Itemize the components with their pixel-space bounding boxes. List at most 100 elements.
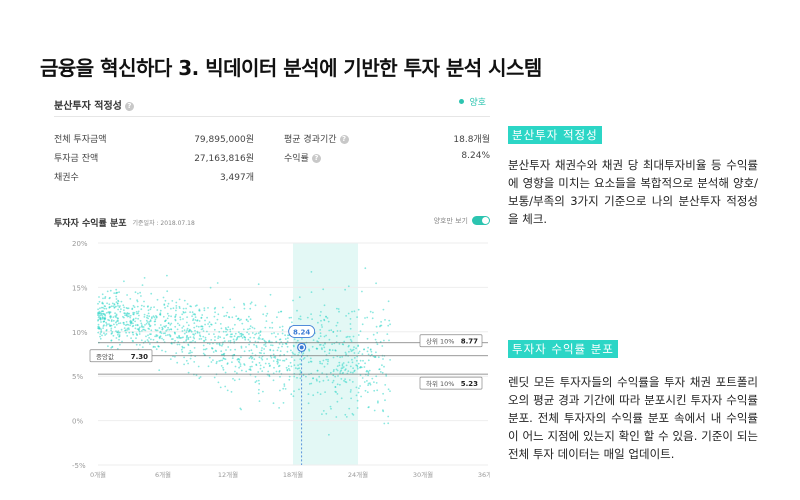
scatter-point xyxy=(377,400,379,403)
scatter-point xyxy=(113,303,116,305)
scatter-point xyxy=(308,349,311,352)
scatter-point xyxy=(166,334,169,336)
scatter-point xyxy=(106,323,108,326)
question-circle-icon[interactable]: ? xyxy=(311,154,321,163)
scatter-point xyxy=(182,325,185,328)
scatter-point xyxy=(111,302,114,305)
scatter-point xyxy=(263,344,265,346)
scatter-point xyxy=(238,331,240,334)
scatter-point xyxy=(228,316,230,318)
scatter-point xyxy=(109,289,112,292)
scatter-point xyxy=(353,310,356,313)
scatter-point xyxy=(323,319,326,322)
scatter-point xyxy=(200,328,203,331)
scatter-point xyxy=(290,316,292,319)
scatter-point xyxy=(192,318,195,320)
scatter-point xyxy=(105,307,108,310)
scatter-point xyxy=(132,313,135,316)
scatter-point xyxy=(253,343,256,346)
scatter-point xyxy=(262,313,265,316)
scatter-point xyxy=(141,346,144,348)
scatter-point xyxy=(278,343,281,345)
scatter-point xyxy=(263,352,265,355)
scatter-point xyxy=(176,343,179,346)
scatter-point xyxy=(387,300,390,303)
scatter-point xyxy=(105,312,108,314)
scatter-point xyxy=(159,313,161,316)
scatter-point xyxy=(339,330,342,332)
scatter-point xyxy=(229,328,232,331)
scatter-point xyxy=(279,375,281,378)
scatter-point xyxy=(332,379,335,382)
scatter-point xyxy=(174,339,176,342)
scatter-point xyxy=(208,343,211,345)
scatter-point xyxy=(298,367,300,370)
scatter-point xyxy=(316,391,319,394)
question-circle-icon[interactable]: ? xyxy=(339,135,349,144)
scatter-point xyxy=(258,382,261,385)
scatter-point xyxy=(135,310,138,313)
scatter-point xyxy=(296,309,298,312)
scatter-point xyxy=(155,315,157,317)
scatter-point xyxy=(162,338,165,341)
scatter-point xyxy=(103,313,106,315)
scatter-point xyxy=(272,360,275,362)
scatter-point xyxy=(296,339,299,342)
scatter-point xyxy=(372,333,375,336)
scatter-point xyxy=(358,387,360,390)
scatter-point xyxy=(227,340,230,342)
scatter-point xyxy=(373,389,376,392)
scatter-point xyxy=(310,271,313,273)
question-circle-icon[interactable]: ? xyxy=(124,102,134,111)
scatter-point xyxy=(143,328,146,331)
scatter-point xyxy=(248,349,251,352)
scatter-point xyxy=(382,410,385,413)
scatter-point xyxy=(232,338,235,341)
scatter-point xyxy=(352,414,355,416)
scatter-point xyxy=(294,367,297,369)
scatter-point xyxy=(263,348,265,350)
scatter-point xyxy=(249,325,252,328)
scatter-point xyxy=(204,338,207,341)
scatter-point xyxy=(239,365,242,367)
scatter-point xyxy=(349,338,352,341)
scatter-point xyxy=(281,325,284,328)
scatter-point xyxy=(261,370,264,372)
stat-value: 27,163,816원 xyxy=(194,154,254,164)
scatter-point xyxy=(214,311,217,314)
scatter-point xyxy=(287,365,290,367)
scatter-point xyxy=(97,323,100,326)
scatter-point xyxy=(140,308,143,311)
scatter-point xyxy=(363,366,366,368)
scatter-point xyxy=(255,364,258,366)
scatter-point xyxy=(229,298,232,301)
scatter-point xyxy=(286,369,289,372)
scatter-point xyxy=(352,371,354,374)
scatter-point xyxy=(115,292,117,295)
scatter-point xyxy=(197,325,200,328)
scatter-point xyxy=(224,371,227,374)
scatter-point xyxy=(204,348,207,351)
scatter-point xyxy=(385,375,388,377)
scatter-point xyxy=(264,362,267,365)
scatter-point xyxy=(266,312,269,315)
scatter-point xyxy=(322,410,325,412)
good-only-toggle[interactable]: 양호만 보기 xyxy=(434,216,490,226)
scatter-point xyxy=(322,344,325,347)
scatter-point xyxy=(153,306,155,308)
scatter-point xyxy=(312,394,315,397)
scatter-point xyxy=(349,318,352,320)
scatter-point xyxy=(375,375,378,378)
scatter-point xyxy=(137,292,139,295)
scatter-point xyxy=(110,329,112,332)
scatter-point xyxy=(382,392,384,395)
scatter-point xyxy=(321,326,323,328)
scatter-point xyxy=(189,336,192,338)
scatter-point xyxy=(114,326,116,329)
scatter-point xyxy=(236,372,238,374)
scatter-point xyxy=(349,371,352,374)
scatter-point xyxy=(186,321,188,324)
toggle-switch-icon[interactable] xyxy=(472,216,490,225)
scatter-point xyxy=(339,370,342,373)
scatter-point xyxy=(330,407,332,410)
